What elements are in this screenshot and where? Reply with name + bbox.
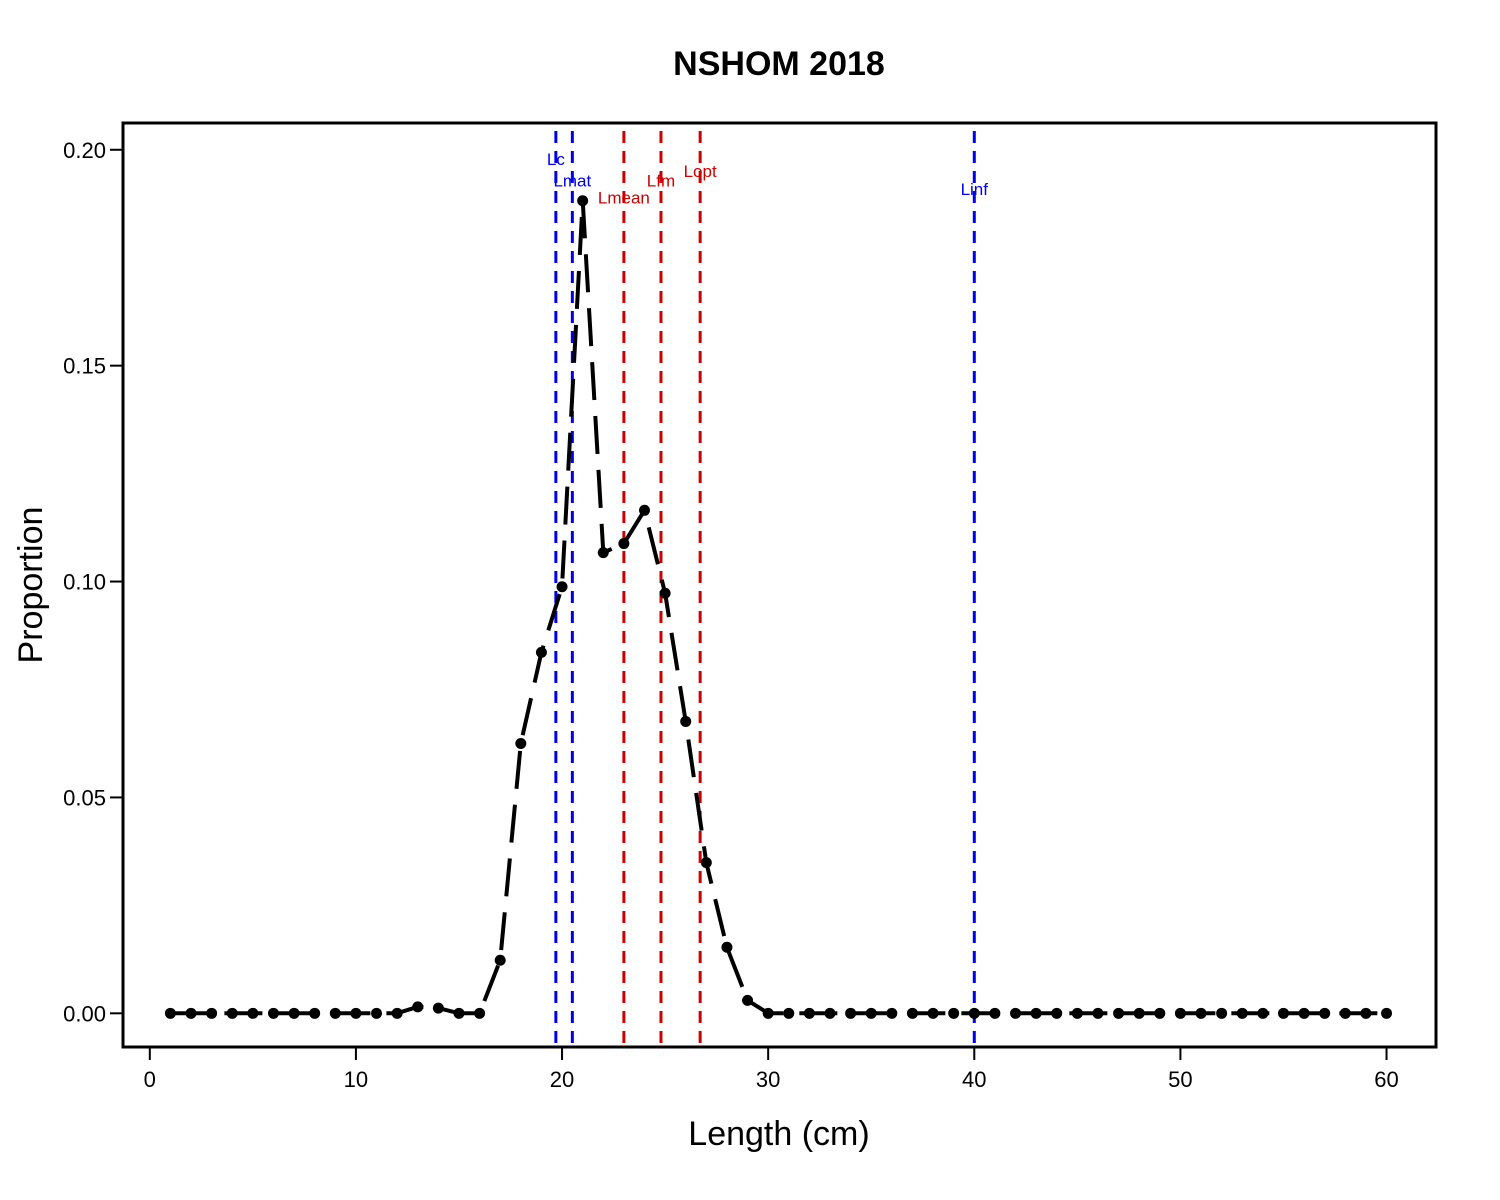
data-point (1051, 1007, 1063, 1019)
data-point (1381, 1007, 1393, 1019)
data-point (226, 1007, 238, 1019)
data-point (618, 538, 630, 550)
y-tick-label: 0.10 (63, 570, 106, 595)
reference-label-lc: Lc (547, 150, 565, 169)
data-point (494, 954, 506, 966)
data-point (927, 1007, 939, 1019)
data-point (350, 1007, 362, 1019)
data-point (1360, 1007, 1372, 1019)
x-axis: 0 10 20 30 40 50 60 (144, 1047, 1399, 1092)
data-point (1195, 1007, 1207, 1019)
x-axis-label: Length (cm) (688, 1115, 869, 1153)
data-point (721, 941, 733, 953)
reference-label-lmat: Lmat (553, 171, 591, 190)
data-point (474, 1007, 486, 1019)
x-tick-label: 10 (344, 1067, 368, 1092)
data-point (1174, 1007, 1186, 1019)
x-tick-label: 30 (756, 1067, 780, 1092)
x-tick-label: 60 (1374, 1067, 1398, 1092)
data-point (432, 1002, 444, 1014)
x-tick-label: 20 (550, 1067, 574, 1092)
data-point (1030, 1007, 1042, 1019)
data-point (680, 715, 692, 727)
data-point (267, 1007, 279, 1019)
data-point (1133, 1007, 1145, 1019)
y-tick-label: 0.05 (63, 785, 106, 810)
series-layer (164, 195, 1393, 1019)
data-point (185, 1007, 197, 1019)
data-point (329, 1007, 341, 1019)
data-point (1298, 1007, 1310, 1019)
data-point (865, 1007, 877, 1019)
reference-label-lopt: Lopt (684, 162, 717, 181)
data-point (886, 1007, 898, 1019)
data-point (1113, 1007, 1125, 1019)
data-point (762, 1007, 774, 1019)
data-point (845, 1007, 857, 1019)
data-point (309, 1007, 321, 1019)
x-tick-label: 0 (144, 1067, 156, 1092)
data-point (1339, 1007, 1351, 1019)
data-point (968, 1007, 980, 1019)
y-tick-label: 0.20 (63, 138, 106, 163)
data-point (453, 1007, 465, 1019)
data-point (1319, 1007, 1331, 1019)
data-point (577, 195, 589, 207)
data-point (659, 587, 671, 599)
data-point (1277, 1007, 1289, 1019)
data-point (989, 1007, 1001, 1019)
data-point (371, 1007, 383, 1019)
data-point (906, 1007, 918, 1019)
x-tick-label: 50 (1168, 1067, 1192, 1092)
data-point (1071, 1007, 1083, 1019)
data-point (824, 1007, 836, 1019)
y-axis-label: Proportion (12, 507, 50, 664)
x-tick-label: 40 (962, 1067, 986, 1092)
data-point (700, 857, 712, 869)
data-point (948, 1007, 960, 1019)
chart-title: NSHOM 2018 (673, 45, 885, 83)
data-point (803, 1007, 815, 1019)
data-point (783, 1007, 795, 1019)
y-tick-label: 0.00 (63, 1001, 106, 1026)
series-line (170, 200, 1387, 1016)
y-axis: 0.00 0.05 0.10 0.15 0.20 (63, 138, 123, 1026)
data-point (1257, 1007, 1269, 1019)
data-point (247, 1007, 259, 1019)
data-point (597, 547, 609, 559)
data-point (1010, 1007, 1022, 1019)
reference-label-linf: Linf (961, 180, 989, 199)
data-point (1154, 1007, 1166, 1019)
y-tick-label: 0.15 (63, 354, 106, 379)
reference-label-lmean: Lmean (598, 189, 650, 208)
data-point (164, 1007, 176, 1019)
data-point (515, 737, 527, 749)
data-point (535, 646, 547, 658)
data-point (1216, 1007, 1228, 1019)
data-point (638, 504, 650, 516)
data-point (742, 994, 754, 1006)
data-point (1236, 1007, 1248, 1019)
plot-area-frame (121, 121, 1438, 1049)
data-point (1092, 1007, 1104, 1019)
data-point (556, 581, 568, 593)
data-point (412, 1001, 424, 1013)
data-point (206, 1007, 218, 1019)
data-point (288, 1007, 300, 1019)
data-point (391, 1007, 403, 1019)
reference-label-lfm: Lfm (647, 171, 675, 190)
